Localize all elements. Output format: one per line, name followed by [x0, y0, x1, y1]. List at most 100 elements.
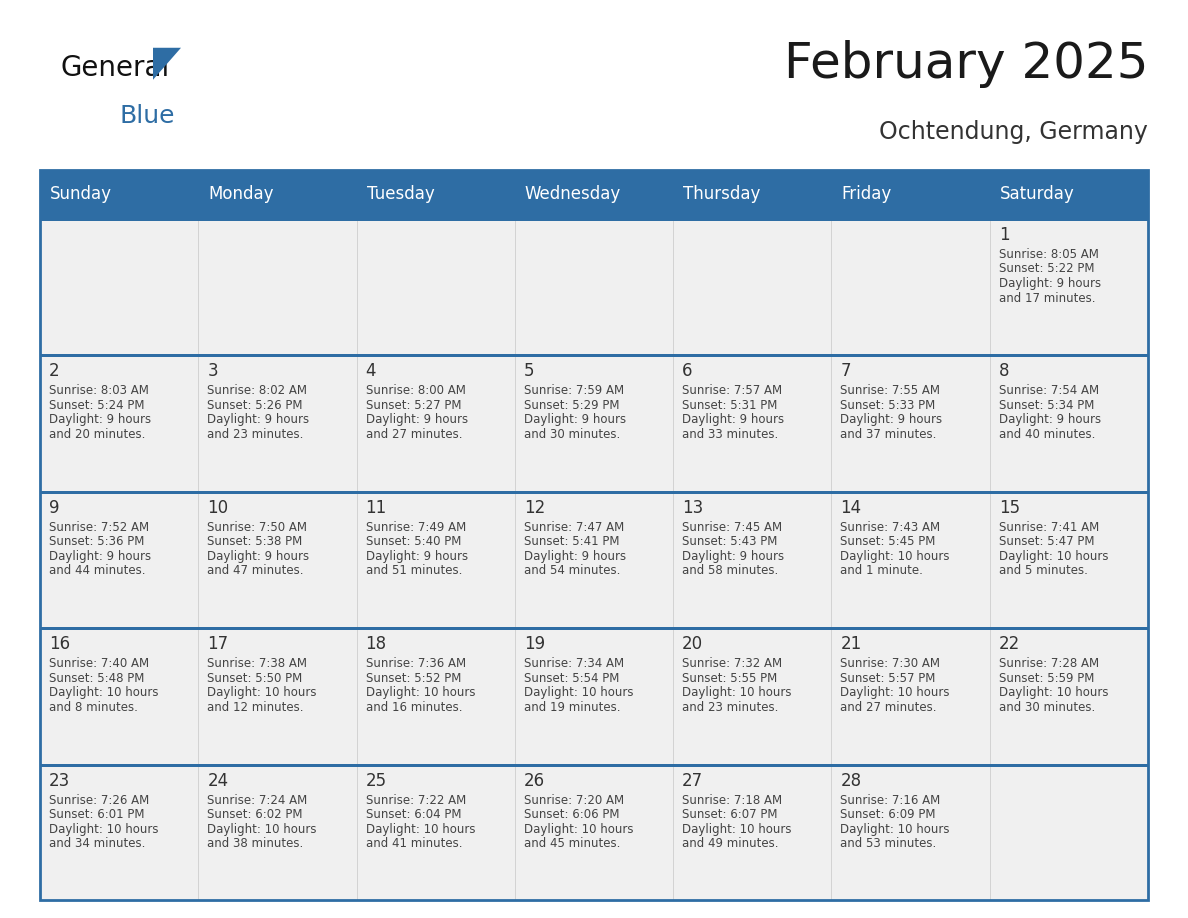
Text: and 53 minutes.: and 53 minutes.	[840, 837, 936, 850]
Text: 4: 4	[366, 363, 377, 380]
Text: Daylight: 9 hours: Daylight: 9 hours	[999, 277, 1101, 290]
Text: Daylight: 10 hours: Daylight: 10 hours	[207, 686, 317, 700]
Bar	[40, 627, 1148, 630]
Bar	[356, 491, 514, 627]
Bar	[356, 627, 514, 764]
Bar	[198, 170, 356, 218]
Text: Daylight: 10 hours: Daylight: 10 hours	[840, 550, 950, 563]
Text: Sunrise: 7:16 AM: Sunrise: 7:16 AM	[840, 793, 941, 807]
Text: Daylight: 10 hours: Daylight: 10 hours	[682, 686, 791, 700]
Text: Sunrise: 7:59 AM: Sunrise: 7:59 AM	[524, 385, 624, 397]
Text: Sunrise: 7:30 AM: Sunrise: 7:30 AM	[840, 657, 941, 670]
Text: 7: 7	[840, 363, 851, 380]
Text: Sunset: 5:38 PM: Sunset: 5:38 PM	[207, 535, 303, 548]
Text: and 20 minutes.: and 20 minutes.	[49, 428, 145, 441]
Text: Sunset: 5:41 PM: Sunset: 5:41 PM	[524, 535, 619, 548]
Text: Sunrise: 7:36 AM: Sunrise: 7:36 AM	[366, 657, 466, 670]
Bar	[40, 764, 1148, 767]
Text: and 30 minutes.: and 30 minutes.	[524, 428, 620, 441]
Text: and 51 minutes.: and 51 minutes.	[366, 565, 462, 577]
Text: Sunset: 5:26 PM: Sunset: 5:26 PM	[207, 399, 303, 412]
Bar	[514, 764, 674, 900]
Text: 18: 18	[366, 635, 387, 654]
Bar	[198, 627, 356, 764]
Text: Sunrise: 7:54 AM: Sunrise: 7:54 AM	[999, 385, 1099, 397]
Text: 24: 24	[207, 772, 228, 789]
Text: Sunrise: 7:40 AM: Sunrise: 7:40 AM	[49, 657, 150, 670]
Text: Sunset: 5:31 PM: Sunset: 5:31 PM	[682, 399, 777, 412]
Text: Sunday: Sunday	[50, 185, 112, 203]
Text: Sunrise: 8:03 AM: Sunrise: 8:03 AM	[49, 385, 148, 397]
Bar	[40, 354, 1148, 357]
Bar	[198, 491, 356, 627]
Text: 25: 25	[366, 772, 387, 789]
Bar	[674, 218, 832, 354]
Text: Daylight: 9 hours: Daylight: 9 hours	[49, 413, 151, 426]
Text: Sunset: 5:54 PM: Sunset: 5:54 PM	[524, 672, 619, 685]
Text: Daylight: 9 hours: Daylight: 9 hours	[840, 413, 942, 426]
Text: Sunrise: 7:28 AM: Sunrise: 7:28 AM	[999, 657, 1099, 670]
Text: Sunset: 6:06 PM: Sunset: 6:06 PM	[524, 808, 619, 821]
Text: and 5 minutes.: and 5 minutes.	[999, 565, 1087, 577]
Bar	[514, 627, 674, 764]
Bar	[514, 170, 674, 218]
Bar	[40, 764, 198, 900]
Text: and 1 minute.: and 1 minute.	[840, 565, 923, 577]
Bar	[514, 218, 674, 354]
Text: and 12 minutes.: and 12 minutes.	[207, 700, 304, 713]
Text: and 58 minutes.: and 58 minutes.	[682, 565, 778, 577]
Text: Sunset: 5:59 PM: Sunset: 5:59 PM	[999, 672, 1094, 685]
Text: Sunrise: 7:43 AM: Sunrise: 7:43 AM	[840, 521, 941, 533]
Bar	[832, 491, 990, 627]
Text: 5: 5	[524, 363, 535, 380]
Text: 26: 26	[524, 772, 545, 789]
Text: 19: 19	[524, 635, 545, 654]
Bar	[356, 170, 514, 218]
Text: 27: 27	[682, 772, 703, 789]
Bar	[356, 764, 514, 900]
Text: Daylight: 9 hours: Daylight: 9 hours	[207, 413, 309, 426]
Text: Sunrise: 7:20 AM: Sunrise: 7:20 AM	[524, 793, 624, 807]
Text: Thursday: Thursday	[683, 185, 760, 203]
Text: Daylight: 10 hours: Daylight: 10 hours	[682, 823, 791, 835]
Text: Sunrise: 8:00 AM: Sunrise: 8:00 AM	[366, 385, 466, 397]
Text: Sunset: 6:09 PM: Sunset: 6:09 PM	[840, 808, 936, 821]
Text: Daylight: 10 hours: Daylight: 10 hours	[999, 550, 1108, 563]
Bar	[832, 764, 990, 900]
Text: and 44 minutes.: and 44 minutes.	[49, 565, 145, 577]
Text: Sunset: 5:52 PM: Sunset: 5:52 PM	[366, 672, 461, 685]
Text: and 34 minutes.: and 34 minutes.	[49, 837, 145, 850]
Text: Sunrise: 8:05 AM: Sunrise: 8:05 AM	[999, 248, 1099, 261]
Text: and 19 minutes.: and 19 minutes.	[524, 700, 620, 713]
Text: Sunset: 6:04 PM: Sunset: 6:04 PM	[366, 808, 461, 821]
Bar	[40, 491, 1148, 494]
Bar	[674, 491, 832, 627]
Text: Sunrise: 7:22 AM: Sunrise: 7:22 AM	[366, 793, 466, 807]
Text: Saturday: Saturday	[1000, 185, 1074, 203]
Text: Sunset: 6:01 PM: Sunset: 6:01 PM	[49, 808, 145, 821]
Text: Sunrise: 7:26 AM: Sunrise: 7:26 AM	[49, 793, 150, 807]
Text: Monday: Monday	[208, 185, 273, 203]
Text: 12: 12	[524, 498, 545, 517]
Bar	[356, 354, 514, 491]
Text: Sunrise: 7:49 AM: Sunrise: 7:49 AM	[366, 521, 466, 533]
Bar	[40, 218, 1148, 221]
Text: Daylight: 9 hours: Daylight: 9 hours	[524, 550, 626, 563]
Bar	[990, 218, 1148, 354]
Bar	[674, 170, 832, 218]
Bar	[990, 627, 1148, 764]
Text: and 37 minutes.: and 37 minutes.	[840, 428, 937, 441]
Bar	[832, 218, 990, 354]
Bar	[40, 218, 198, 354]
Text: Sunset: 6:02 PM: Sunset: 6:02 PM	[207, 808, 303, 821]
Text: and 38 minutes.: and 38 minutes.	[207, 837, 304, 850]
Text: Sunrise: 7:38 AM: Sunrise: 7:38 AM	[207, 657, 308, 670]
Text: 20: 20	[682, 635, 703, 654]
Text: Sunrise: 7:41 AM: Sunrise: 7:41 AM	[999, 521, 1099, 533]
Text: Daylight: 10 hours: Daylight: 10 hours	[49, 823, 158, 835]
Bar	[832, 627, 990, 764]
Text: Wednesday: Wednesday	[525, 185, 621, 203]
Text: Tuesday: Tuesday	[367, 185, 435, 203]
Text: Daylight: 10 hours: Daylight: 10 hours	[366, 686, 475, 700]
Text: Daylight: 9 hours: Daylight: 9 hours	[366, 550, 468, 563]
